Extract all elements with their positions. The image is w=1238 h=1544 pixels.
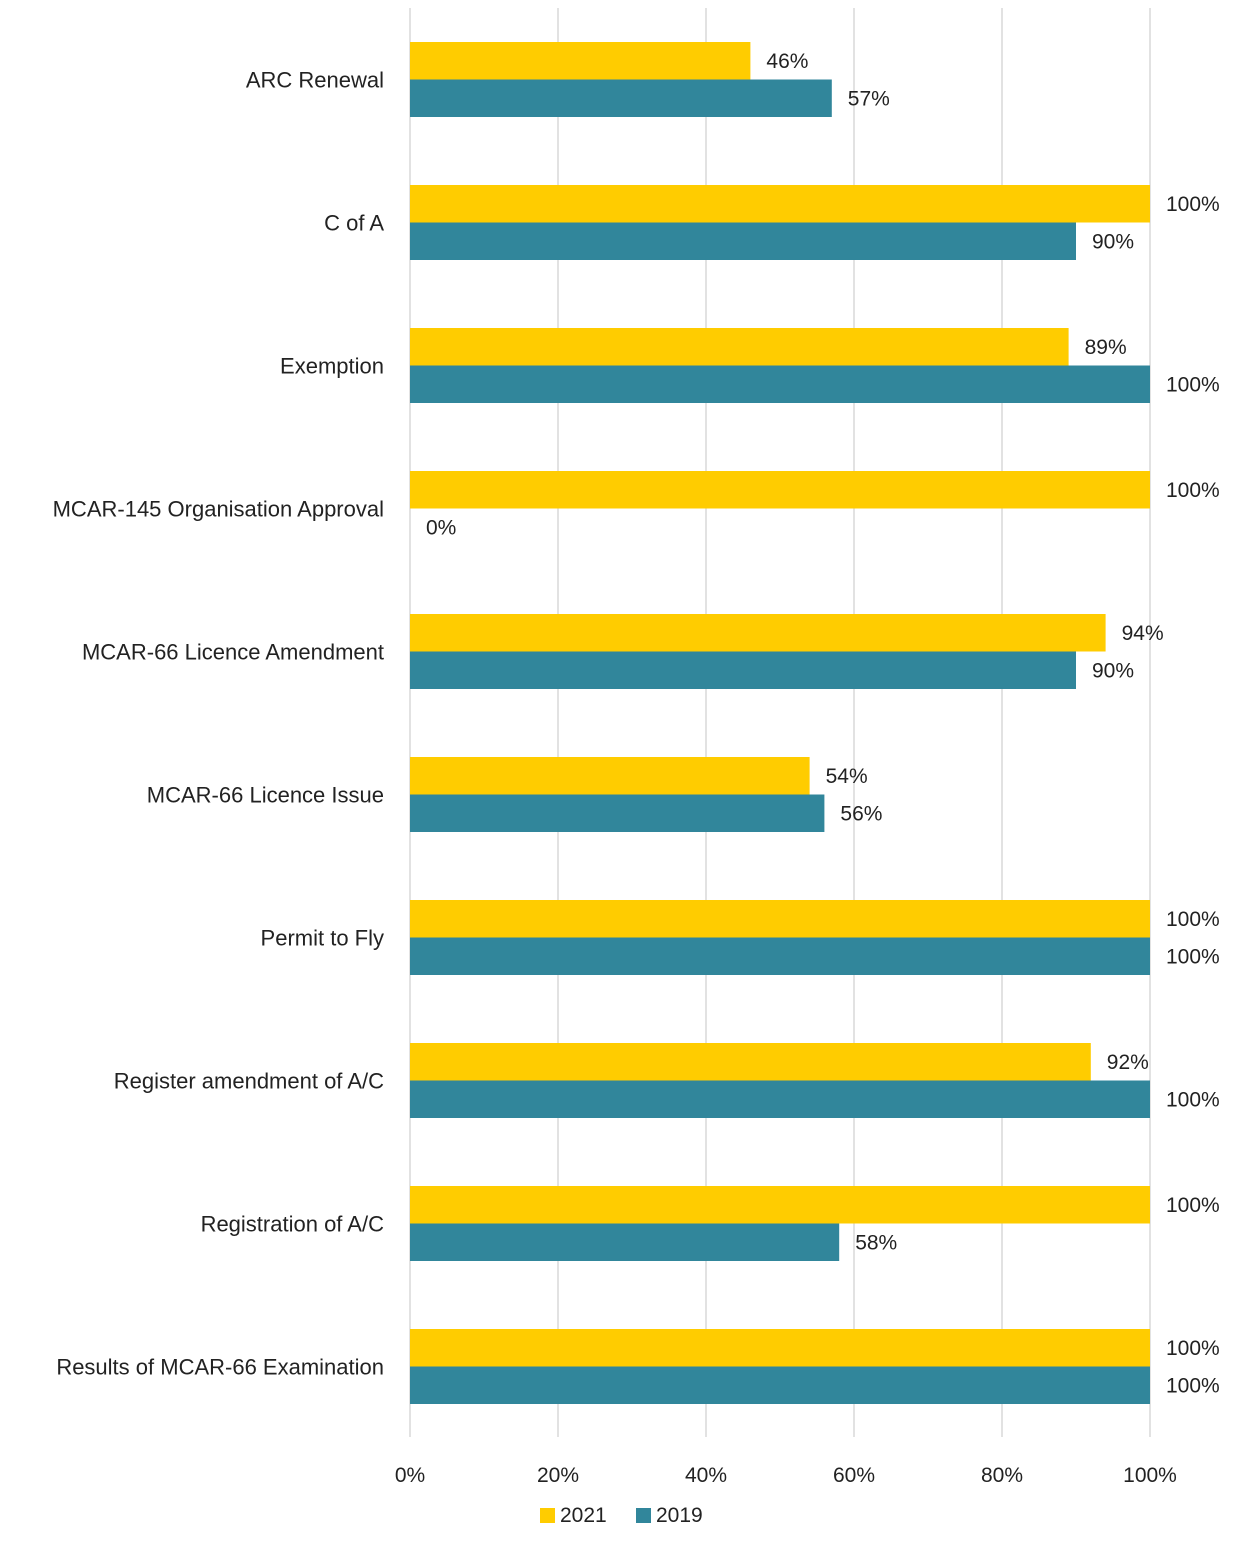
data-label: 100% [1166, 1374, 1220, 1397]
legend-label[interactable]: 2021 [560, 1504, 607, 1527]
data-label: 100% [1166, 479, 1220, 502]
data-label: 100% [1166, 908, 1220, 931]
bar-2021[interactable] [410, 1186, 1150, 1224]
data-label: 100% [1166, 373, 1220, 396]
bar-2019[interactable] [410, 937, 1150, 976]
category-axis: ARC Renewal C of A Exemption MCAR-145 Organ… [53, 68, 385, 1380]
data-label: 46% [766, 50, 808, 73]
bar-2021[interactable] [410, 328, 1069, 366]
bar-2021[interactable] [410, 471, 1150, 509]
x-tick-label: 100% [1123, 1464, 1177, 1487]
legend-swatch-2021[interactable] [540, 1508, 555, 1523]
bar-2021[interactable] [410, 42, 751, 80]
bars [410, 42, 1150, 1404]
bar-2021[interactable] [410, 185, 1150, 223]
bar-2021[interactable] [410, 614, 1106, 652]
category-label: Results of MCAR-66 Examination [56, 1355, 384, 1380]
data-label: 54% [826, 765, 868, 788]
x-tick-label: 0% [395, 1464, 425, 1487]
data-label: 57% [848, 87, 890, 110]
category-label: Exemption [280, 354, 384, 379]
x-tick-label: 80% [981, 1464, 1023, 1487]
data-label: 89% [1085, 336, 1127, 359]
bar-2019[interactable] [410, 1366, 1150, 1405]
bar-2019[interactable] [410, 79, 832, 118]
category-label: MCAR-66 Licence Issue [147, 783, 384, 808]
data-label: 58% [855, 1231, 897, 1254]
bar-2019[interactable] [410, 1080, 1150, 1119]
data-label: 0% [426, 516, 456, 539]
data-label: 100% [1166, 945, 1220, 968]
data-label: 100% [1166, 193, 1220, 216]
bar-2021[interactable] [410, 900, 1150, 938]
data-label: 100% [1166, 1337, 1220, 1360]
category-label: Permit to Fly [261, 926, 384, 951]
bar-2021[interactable] [410, 1329, 1150, 1367]
data-label: 56% [840, 802, 882, 825]
value-axis: 0% 20% 40% 60% 80% 100% [395, 1464, 1177, 1487]
legend-label[interactable]: 2019 [656, 1504, 703, 1527]
bar-2021[interactable] [410, 757, 810, 795]
legend[interactable]: 2021 2019 [540, 1504, 703, 1527]
category-label: Register amendment of A/C [114, 1069, 384, 1094]
x-tick-label: 20% [537, 1464, 579, 1487]
bar-2019[interactable] [410, 222, 1076, 261]
bar-2019[interactable] [410, 1223, 840, 1262]
x-tick-label: 60% [833, 1464, 875, 1487]
data-label: 100% [1166, 1088, 1220, 1111]
x-tick-label: 40% [685, 1464, 727, 1487]
data-label: 100% [1166, 1194, 1220, 1217]
data-label: 92% [1107, 1051, 1149, 1074]
category-label: ARC Renewal [246, 68, 384, 93]
category-label: MCAR-145 Organisation Approval [53, 497, 384, 522]
data-label: 90% [1092, 230, 1134, 253]
bar-2021[interactable] [410, 1043, 1091, 1081]
data-label: 90% [1092, 659, 1134, 682]
legend-swatch-2019[interactable] [636, 1508, 651, 1523]
bar-2019[interactable] [410, 365, 1150, 404]
bar-2019[interactable] [410, 794, 825, 833]
data-label: 94% [1122, 622, 1164, 645]
bar-2019[interactable] [410, 651, 1076, 690]
category-label: C of A [324, 211, 384, 236]
data-labels: 46% 57% 100% 90% 89% 100% 100% 0% 94% 90% 54% 56% 10… [426, 50, 1220, 1398]
category-label: MCAR-66 Licence Amendment [82, 640, 384, 665]
category-label: Registration of A/C [201, 1212, 385, 1237]
